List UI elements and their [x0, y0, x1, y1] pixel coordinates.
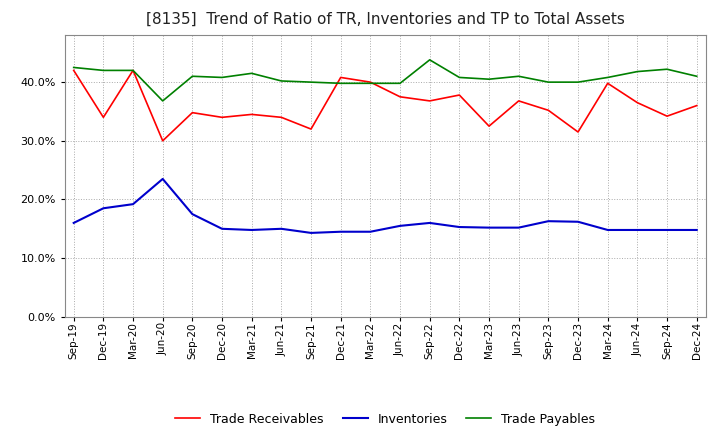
Inventories: [248, 227, 256, 233]
Inventories: [662, 227, 671, 233]
Trade Payables: [307, 80, 315, 85]
Trade Payables: [633, 69, 642, 74]
Trade Payables: [99, 68, 108, 73]
Trade Payables: [129, 68, 138, 73]
Inventories: [217, 226, 226, 231]
Inventories: [426, 220, 434, 226]
Trade Receivables: [99, 115, 108, 120]
Trade Receivables: [307, 126, 315, 132]
Inventories: [129, 202, 138, 207]
Inventories: [99, 205, 108, 211]
Trade Receivables: [158, 138, 167, 143]
Inventories: [188, 212, 197, 217]
Trade Payables: [366, 81, 374, 86]
Trade Receivables: [188, 110, 197, 115]
Trade Payables: [277, 78, 286, 84]
Inventories: [307, 230, 315, 235]
Trade Receivables: [574, 129, 582, 135]
Trade Receivables: [603, 81, 612, 86]
Trade Payables: [693, 73, 701, 79]
Trade Payables: [662, 66, 671, 72]
Inventories: [69, 220, 78, 226]
Trade Receivables: [217, 115, 226, 120]
Trade Receivables: [633, 100, 642, 105]
Trade Receivables: [129, 68, 138, 73]
Inventories: [574, 219, 582, 224]
Line: Trade Payables: Trade Payables: [73, 60, 697, 101]
Trade Payables: [336, 81, 345, 86]
Trade Payables: [217, 75, 226, 80]
Inventories: [366, 229, 374, 235]
Trade Payables: [396, 81, 405, 86]
Trade Receivables: [277, 115, 286, 120]
Trade Payables: [574, 80, 582, 85]
Trade Receivables: [544, 108, 553, 113]
Trade Payables: [426, 57, 434, 62]
Trade Receivables: [248, 112, 256, 117]
Trade Receivables: [514, 98, 523, 103]
Trade Receivables: [426, 98, 434, 103]
Trade Receivables: [336, 75, 345, 80]
Inventories: [514, 225, 523, 230]
Title: [8135]  Trend of Ratio of TR, Inventories and TP to Total Assets: [8135] Trend of Ratio of TR, Inventories…: [145, 12, 625, 27]
Trade Payables: [69, 65, 78, 70]
Trade Payables: [188, 73, 197, 79]
Trade Payables: [485, 77, 493, 82]
Inventories: [544, 219, 553, 224]
Inventories: [455, 224, 464, 230]
Line: Trade Receivables: Trade Receivables: [73, 70, 697, 141]
Trade Receivables: [662, 114, 671, 119]
Inventories: [485, 225, 493, 230]
Trade Payables: [514, 73, 523, 79]
Trade Payables: [158, 98, 167, 103]
Trade Payables: [248, 71, 256, 76]
Trade Receivables: [366, 80, 374, 85]
Trade Payables: [544, 80, 553, 85]
Line: Inventories: Inventories: [73, 179, 697, 233]
Trade Receivables: [455, 92, 464, 98]
Inventories: [693, 227, 701, 233]
Inventories: [396, 223, 405, 228]
Inventories: [277, 226, 286, 231]
Legend: Trade Receivables, Inventories, Trade Payables: Trade Receivables, Inventories, Trade Pa…: [170, 407, 600, 430]
Inventories: [336, 229, 345, 235]
Trade Payables: [603, 75, 612, 80]
Inventories: [603, 227, 612, 233]
Inventories: [633, 227, 642, 233]
Trade Receivables: [69, 68, 78, 73]
Inventories: [158, 176, 167, 182]
Trade Receivables: [396, 94, 405, 99]
Trade Receivables: [693, 103, 701, 108]
Trade Payables: [455, 75, 464, 80]
Trade Receivables: [485, 124, 493, 129]
